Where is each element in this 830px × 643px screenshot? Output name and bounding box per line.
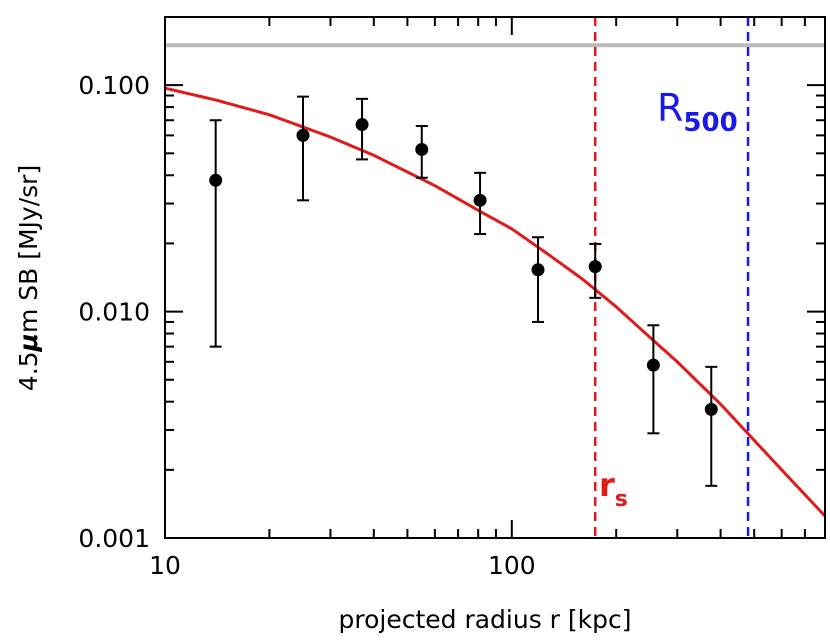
x-axis-title: projected radius r [kpc]	[338, 605, 631, 634]
plot-frame	[164, 16, 826, 539]
rs-label: rs	[599, 466, 628, 512]
data-marker	[473, 193, 487, 207]
data-marker	[415, 142, 429, 156]
rs-label-sub: s	[615, 487, 628, 512]
r500-label-sub: 500	[683, 108, 737, 138]
rs-label-main: r	[599, 466, 615, 504]
data-marker	[531, 263, 545, 277]
data-point-2	[296, 95, 310, 202]
data-point-8	[646, 324, 660, 435]
data-point-3	[355, 97, 369, 161]
data-marker	[355, 118, 369, 132]
data-point-1	[209, 119, 223, 348]
data-point-7	[588, 242, 602, 299]
data-marker	[646, 358, 660, 372]
y-axis-title-suffix: m SB [MJy/sr]	[14, 165, 43, 333]
y-axis: 0.001 0.010 0.100	[78, 16, 825, 553]
x-tick-label: 100	[488, 551, 536, 580]
y-axis-title-prefix: 4.5	[14, 351, 43, 391]
data-point-4	[415, 125, 429, 179]
r500-label: R500	[657, 86, 738, 138]
plot-area	[164, 16, 826, 539]
data-marker	[704, 402, 718, 416]
y-tick-label: 0.100	[78, 71, 150, 100]
y-tick-label: 0.001	[78, 524, 150, 553]
x-axis: 10 100	[149, 17, 826, 580]
data-point-5	[473, 171, 487, 236]
data-point-6	[531, 236, 545, 323]
model-curve	[165, 86, 825, 518]
y-axis-title-mu: μ	[14, 333, 43, 352]
data-marker	[209, 173, 223, 187]
data-marker	[296, 128, 310, 142]
r500-label-main: R	[657, 86, 683, 130]
y-axis-title: 4.5μm SB [MJy/sr]	[14, 165, 43, 391]
y-tick-label: 0.010	[78, 298, 150, 327]
x-tick-label: 10	[149, 551, 181, 580]
data-point-9	[704, 365, 718, 487]
data-marker	[588, 260, 602, 274]
